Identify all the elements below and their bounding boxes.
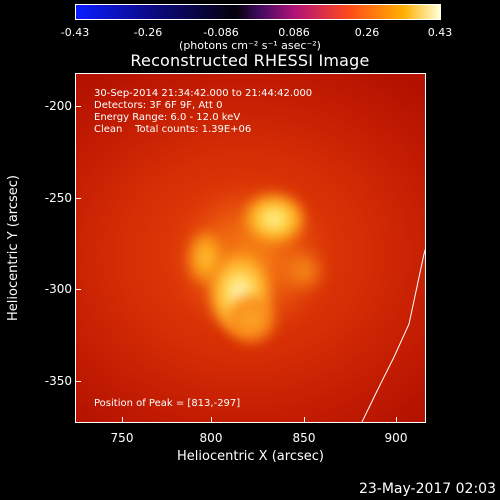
colorbar (75, 4, 441, 20)
limb-line (361, 248, 425, 422)
x-axis-label: Heliocentric X (arcsec) (177, 449, 324, 464)
y-tickmark (75, 289, 81, 290)
info-detectors: Detectors: 3F 6F 9F, Att 0 (94, 100, 223, 111)
x-tickmark (211, 417, 212, 423)
solar-image: 30-Sep-2014 21:34:42.000 to 21:44:42.000… (75, 73, 426, 423)
info-clean: Clean Total counts: 1.39E+06 (94, 124, 252, 135)
y-tick-label: -300 (44, 282, 72, 296)
x-tick-label: 800 (199, 431, 223, 445)
timestamp: 23-May-2017 02:03 (358, 481, 496, 497)
y-tickmark (75, 381, 81, 382)
colorbar-tick: -0.086 (203, 26, 239, 39)
colorbar-tick: -0.26 (133, 26, 163, 39)
colorbar-tick: 0.26 (354, 26, 380, 39)
image-title: Reconstructed RHESSI Image (130, 51, 370, 70)
colorbar-tick: -0.43 (60, 26, 90, 39)
peak-position: Position of Peak = [813,-297] (94, 398, 241, 409)
info-energy: Energy Range: 6.0 - 12.0 keV (94, 112, 241, 123)
flare-source-upper (244, 194, 304, 244)
colorbar-tick: 0.43 (427, 26, 453, 39)
x-tick-label: 850 (292, 431, 316, 445)
x-tickmark (122, 417, 123, 423)
y-tick-label: -200 (44, 99, 72, 113)
x-tickmark (304, 417, 305, 423)
y-axis-label: Heliocentric Y (arcsec) (6, 175, 21, 321)
y-tick-label: -350 (44, 374, 72, 388)
colorbar-unit: (photons cm⁻² s⁻¹ asec⁻²) (179, 39, 321, 52)
y-tickmark (75, 198, 81, 199)
y-tick-label: -250 (44, 191, 72, 205)
y-tickmark (75, 106, 81, 107)
flare-source-lower (226, 294, 276, 344)
flare-source-right (282, 249, 326, 293)
x-tick-label: 750 (110, 431, 134, 445)
x-tickmark (396, 417, 397, 423)
info-time: 30-Sep-2014 21:34:42.000 to 21:44:42.000 (94, 88, 313, 99)
colorbar-tick: 0.086 (278, 26, 310, 39)
info-block: 30-Sep-2014 21:34:42.000 to 21:44:42.000… (94, 88, 312, 136)
x-tick-label: 900 (384, 431, 408, 445)
